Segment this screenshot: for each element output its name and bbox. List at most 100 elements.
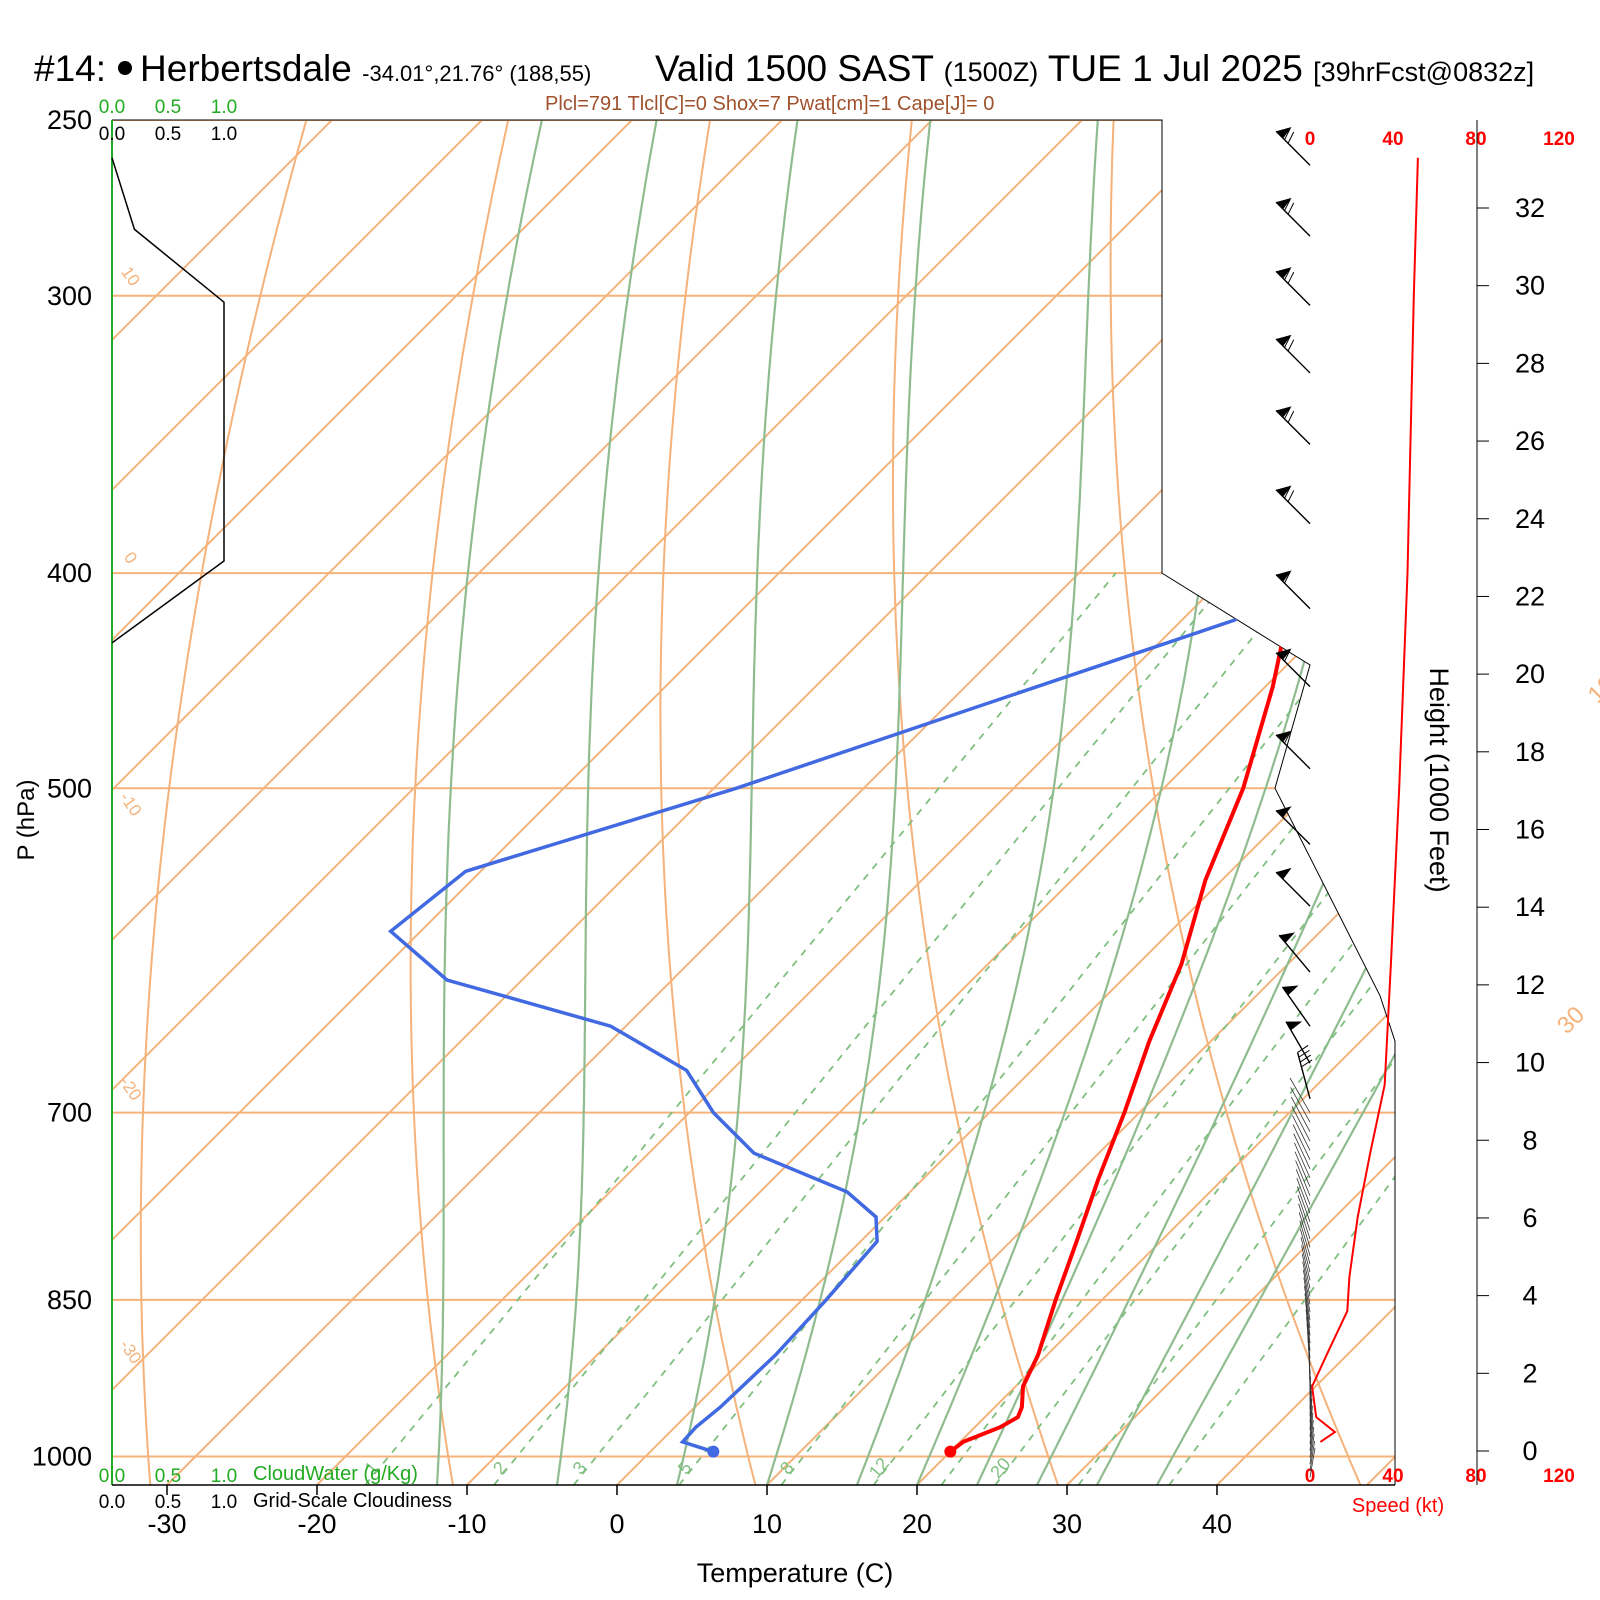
height-tick-label: 0: [1522, 1436, 1537, 1466]
temperature-tick-label: -10: [447, 1509, 486, 1539]
dry-adiabat: [139, 120, 308, 1485]
dry-adiabat: [1109, 120, 1362, 1485]
moist-adiabat: [765, 120, 932, 1485]
wind-barb: [1293, 1142, 1311, 1179]
isotherm: [1366, 120, 1395, 1485]
cloudwater-top-tick: 0.5: [155, 97, 181, 118]
cloudwater-bottom-tick: 0.0: [99, 1466, 125, 1487]
wind-barb: [1301, 1253, 1311, 1289]
wind-barb: [1309, 1426, 1315, 1458]
wind-barb: [1297, 1186, 1311, 1223]
wind-barb: [1309, 1398, 1313, 1431]
wind-barb: [1275, 867, 1311, 907]
wind-speed-trace: [1311, 157, 1419, 1443]
cloudwater-label: CloudWater (g/Kg): [253, 1463, 418, 1485]
speed-bottom-tick: 120: [1543, 1466, 1575, 1487]
height-tick-label: 2: [1522, 1358, 1537, 1388]
moist-adiabat: [1096, 120, 1395, 1485]
station-number: #14:: [34, 48, 107, 89]
dry-adiabat: [892, 120, 1059, 1485]
wind-barb: [1301, 1245, 1311, 1281]
moist-adiabat: [915, 120, 1236, 1485]
station-coords: -34.01°,21.76° (188,55): [362, 61, 592, 86]
x-axis-title: Temperature (C): [697, 1558, 894, 1588]
wind-barb: [1309, 1384, 1312, 1417]
wind-barb: [1293, 1133, 1311, 1169]
isotherm: [1216, 120, 1395, 1485]
wind-barb: [1275, 648, 1311, 688]
moist-adiabat: [435, 120, 543, 1485]
wind-barb: [1292, 1124, 1311, 1160]
height-tick-label: 6: [1522, 1203, 1537, 1233]
mixing-ratio-label: 3: [569, 1458, 591, 1479]
wind-barb: [1275, 806, 1311, 845]
wind-barb: [1295, 1160, 1311, 1196]
moist-adiabat: [675, 120, 799, 1485]
speed-top-tick: 120: [1543, 129, 1575, 150]
temperature-tick-label: 30: [1052, 1509, 1082, 1539]
temperature-tick-label: -20: [297, 1509, 336, 1539]
wind-barb: [1298, 1212, 1311, 1248]
dewpoint-trace: [387, 157, 1345, 1454]
height-tick-label: 30: [1515, 271, 1545, 301]
temperature-tick-label: 0: [609, 1509, 624, 1539]
speed-top-tick: 80: [1465, 129, 1486, 150]
dry-adiabat-label: 0: [120, 549, 141, 568]
wind-barb: [1299, 1220, 1311, 1256]
dry-adiabat: [659, 120, 757, 1485]
surface-dewpoint-marker: [707, 1445, 720, 1458]
wind-barb: [1309, 1440, 1316, 1471]
isotherm: [166, 120, 1395, 1485]
height-tick-label: 10: [1515, 1048, 1545, 1078]
cloudiness-trace: [111, 157, 225, 644]
mixing-ratio-label: 5: [674, 1458, 696, 1479]
cloudiness-top-tick: 0.5: [155, 124, 181, 145]
moist-adiabat: [555, 120, 658, 1485]
wind-barb: [1302, 1269, 1311, 1305]
height-tick-label: 24: [1515, 504, 1545, 534]
dry-adiabat-label: -20: [116, 1073, 146, 1104]
station-dot-icon: [118, 61, 133, 76]
pressure-tick-label: 400: [47, 558, 92, 588]
mixing-ratio-label: 2: [489, 1458, 511, 1479]
isotherm: [112, 120, 783, 1485]
isotherm: [112, 120, 1083, 1485]
isotherm: [1066, 120, 1395, 1485]
wind-barb: [1309, 1405, 1313, 1438]
wind-barb: [1295, 1169, 1311, 1205]
sounding-parameters: Plcl=791 Tlcl[C]=0 Shox=7 Pwat[cm]=1 Cap…: [545, 93, 995, 115]
y-axis-title: P (hPa): [13, 780, 40, 861]
surface-temperature-marker: [944, 1445, 957, 1458]
cloudiness-top-tick: 0.0: [99, 124, 125, 145]
height-tick-label: 22: [1515, 581, 1545, 611]
wind-barb: [1285, 1021, 1311, 1064]
forecast-info: [39hrFcst@0832z]: [1313, 57, 1535, 87]
moist-adiabat: [1036, 120, 1395, 1485]
speed-bottom-tick: 80: [1465, 1466, 1486, 1487]
cloudiness-top-tick: 1.0: [211, 124, 237, 145]
height-tick-label: 14: [1515, 892, 1545, 922]
pressure-tick-label: 500: [47, 773, 92, 803]
cloudwater-bottom-tick: 1.0: [211, 1466, 237, 1487]
isotherm: [316, 120, 1395, 1485]
moist-adiabat: [855, 120, 1099, 1485]
height-tick-label: 18: [1515, 737, 1545, 767]
dry-adiabat: [409, 120, 510, 1485]
speed-top-tick: 40: [1382, 129, 1403, 150]
height-tick-label: 16: [1515, 815, 1545, 845]
wind-barb: [1278, 932, 1311, 973]
wind-barb: [1300, 1237, 1311, 1273]
valid-time: Valid 1500 SAST: [655, 48, 934, 89]
wind-barb: [1294, 1151, 1311, 1187]
dry-adiabat-label: 10: [117, 263, 143, 289]
pressure-tick-label: 700: [47, 1098, 92, 1128]
height-tick-label: 8: [1522, 1125, 1537, 1155]
valid-utc: (1500Z): [943, 57, 1039, 87]
mixing-ratio-line: [1077, 572, 1395, 1485]
wind-barb: [1275, 267, 1311, 306]
mixing-ratio-line: [780, 572, 1395, 1485]
speed-axis-label: Speed (kt): [1352, 1495, 1444, 1517]
moist-adiabat: [976, 120, 1395, 1485]
wind-barb: [1275, 406, 1311, 445]
